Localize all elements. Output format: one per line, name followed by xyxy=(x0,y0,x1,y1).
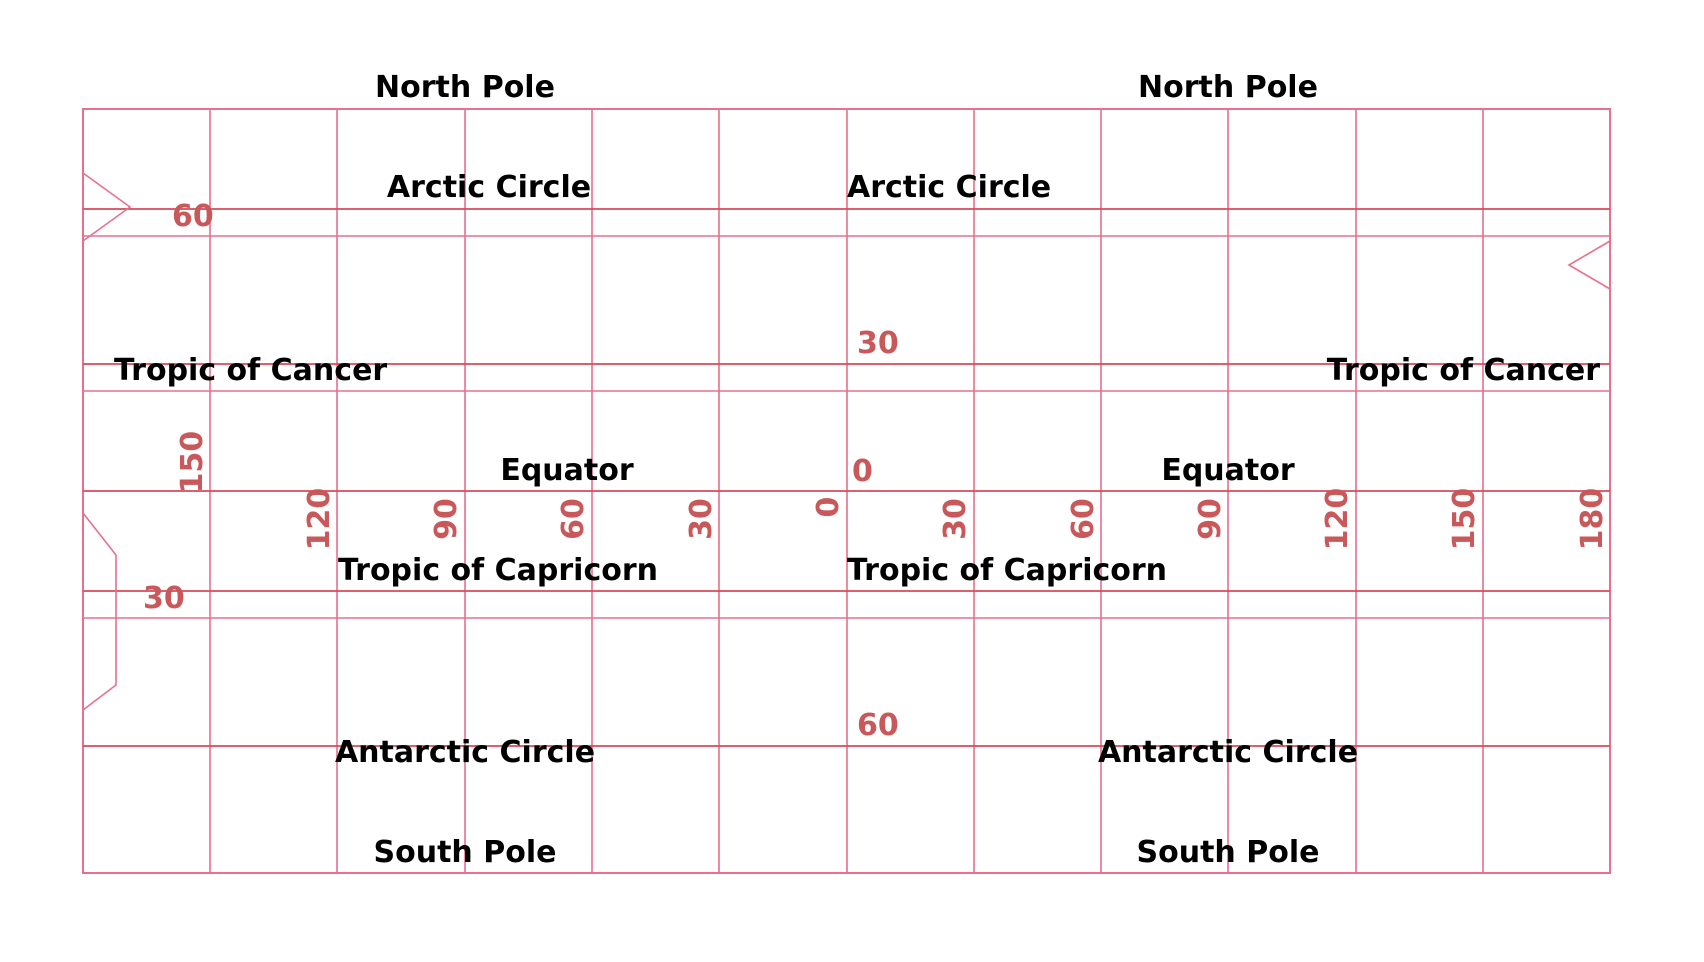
tropic-of-capricorn-label: Tropic of Capricorn xyxy=(338,553,658,588)
tropic-of-cancer-label: Tropic of Cancer xyxy=(114,353,387,388)
lon-label-right: 120 xyxy=(1320,488,1355,551)
edge-shapes xyxy=(82,172,1611,711)
lat-label-0-center: 0 xyxy=(852,454,873,489)
latitude-labels: 60 30 30 0 60 xyxy=(143,199,899,743)
north-pole-label: North Pole xyxy=(1138,70,1318,105)
lon-label-right: 180 xyxy=(1575,488,1610,551)
lon-label-right: 90 xyxy=(1193,498,1228,540)
right-notch xyxy=(1567,240,1611,290)
arctic-circle-label: Arctic Circle xyxy=(847,170,1051,205)
parallel-lines xyxy=(83,235,1610,619)
lat-label-60-center: 60 xyxy=(857,708,899,743)
lon-label-left: 0 xyxy=(811,497,846,518)
left-upper-notch xyxy=(82,172,132,242)
lon-label-left: 30 xyxy=(684,498,719,540)
circle-labels: North Pole North Pole Arctic Circle Arct… xyxy=(114,70,1600,870)
lon-label-right: 30 xyxy=(938,498,973,540)
south-pole-label: South Pole xyxy=(1137,835,1320,870)
equator-label: Equator xyxy=(500,453,634,488)
lon-label-left: 150 xyxy=(175,431,210,494)
lat-label-30-center: 30 xyxy=(857,326,899,361)
lon-label-right: 60 xyxy=(1066,498,1101,540)
equator-label: Equator xyxy=(1161,453,1295,488)
north-pole-label: North Pole xyxy=(375,70,555,105)
left-lower-bracket xyxy=(82,512,117,711)
tropic-of-cancer-label: Tropic of Cancer xyxy=(1327,353,1600,388)
lat-label-60-left: 60 xyxy=(172,199,214,234)
lon-label-left: 90 xyxy=(429,498,464,540)
lon-label-left: 60 xyxy=(556,498,591,540)
antarctic-circle-label: Antarctic Circle xyxy=(1098,735,1358,770)
lon-label-right: 150 xyxy=(1447,488,1482,551)
tropic-of-capricorn-label: Tropic of Capricorn xyxy=(847,553,1167,588)
arctic-circle-label: Arctic Circle xyxy=(387,170,591,205)
antarctic-circle-label: Antarctic Circle xyxy=(335,735,595,770)
south-pole-label: South Pole xyxy=(374,835,557,870)
lat-label-30-left: 30 xyxy=(143,581,185,616)
lon-label-left: 120 xyxy=(302,488,337,551)
longitude-labels: 150 120 90 60 30 0 30 60 90 120 150 180 xyxy=(175,431,1610,551)
special-circles xyxy=(83,208,1610,747)
